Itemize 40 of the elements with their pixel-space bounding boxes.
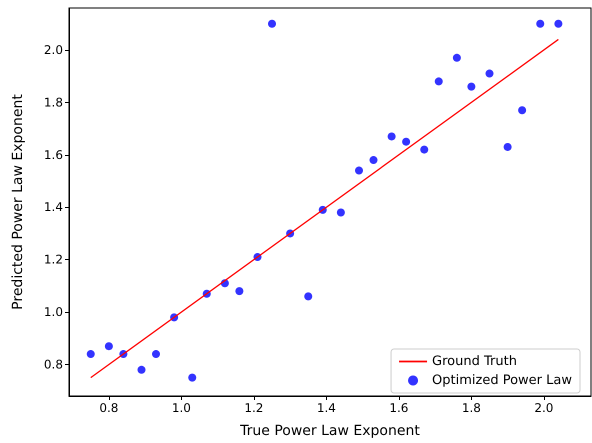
point: [138, 366, 146, 374]
point: [486, 70, 494, 78]
point: [536, 20, 544, 28]
point: [152, 350, 160, 358]
x-axis-title: True Power Law Exponent: [239, 423, 420, 439]
y-tick-label: 1.4: [44, 200, 63, 214]
point: [235, 287, 244, 296]
point: [188, 374, 196, 382]
point: [304, 292, 312, 300]
y-axis-title: Predicted Power Law Exponent: [10, 94, 26, 310]
x-tick-label: 1.8: [462, 401, 481, 415]
x-tick-label: 1.2: [244, 401, 264, 415]
legend-label: Ground Truth: [432, 354, 517, 369]
point: [434, 77, 443, 86]
point: [554, 20, 562, 28]
point: [86, 350, 95, 358]
point: [355, 166, 363, 175]
point: [370, 156, 378, 164]
x-tick-label: 1.0: [172, 401, 191, 415]
point: [504, 142, 512, 151]
point: [268, 20, 276, 28]
point: [336, 208, 345, 216]
y-tick-label: 1.2: [44, 252, 63, 267]
y-tick-label: 0.8: [44, 358, 63, 372]
point: [518, 106, 526, 114]
point: [402, 138, 410, 146]
y-tick-label: 1.0: [44, 305, 63, 320]
point: [104, 342, 113, 350]
legend-label: Optimized Power Law: [432, 373, 572, 388]
y-tick-label: 1.6: [44, 148, 63, 162]
x-tick-label: 0.8: [99, 401, 118, 415]
x-tick-label: 1.4: [316, 401, 336, 415]
point: [467, 82, 476, 91]
y-tick-label: 2.0: [44, 42, 63, 57]
y-tick-label: 1.8: [44, 95, 63, 110]
point: [452, 54, 461, 62]
point: [420, 146, 428, 154]
point: [388, 132, 396, 140]
x-tick-label: 2.0: [534, 401, 554, 415]
x-tick-label: 1.6: [389, 401, 408, 415]
